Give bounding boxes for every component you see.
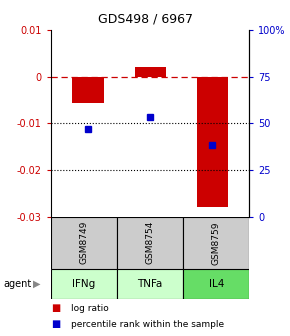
- Text: IFNg: IFNg: [72, 279, 95, 289]
- Bar: [197, 77, 228, 207]
- Bar: [183, 269, 249, 299]
- Bar: [51, 217, 117, 269]
- Text: GSM8749: GSM8749: [79, 221, 88, 264]
- Text: TNFa: TNFa: [137, 279, 163, 289]
- Bar: [117, 217, 183, 269]
- Bar: [51, 269, 117, 299]
- Text: ■: ■: [51, 319, 60, 329]
- Bar: [183, 217, 249, 269]
- Text: log ratio: log ratio: [71, 304, 109, 313]
- Bar: [135, 67, 166, 77]
- Text: GSM8754: GSM8754: [146, 221, 155, 264]
- Text: GDS498 / 6967: GDS498 / 6967: [97, 12, 193, 25]
- Text: GSM8759: GSM8759: [212, 221, 221, 264]
- Bar: [72, 77, 104, 102]
- Text: agent: agent: [3, 279, 31, 289]
- Text: ▶: ▶: [32, 279, 40, 289]
- Text: ■: ■: [51, 303, 60, 313]
- Text: percentile rank within the sample: percentile rank within the sample: [71, 320, 224, 329]
- Text: IL4: IL4: [209, 279, 224, 289]
- Bar: [117, 269, 183, 299]
